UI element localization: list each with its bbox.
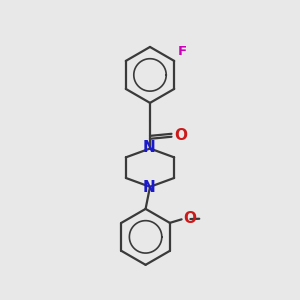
Text: N: N — [143, 140, 156, 155]
Text: O: O — [174, 128, 187, 143]
Text: N: N — [143, 180, 156, 195]
Text: F: F — [178, 45, 187, 58]
Text: O: O — [183, 211, 196, 226]
